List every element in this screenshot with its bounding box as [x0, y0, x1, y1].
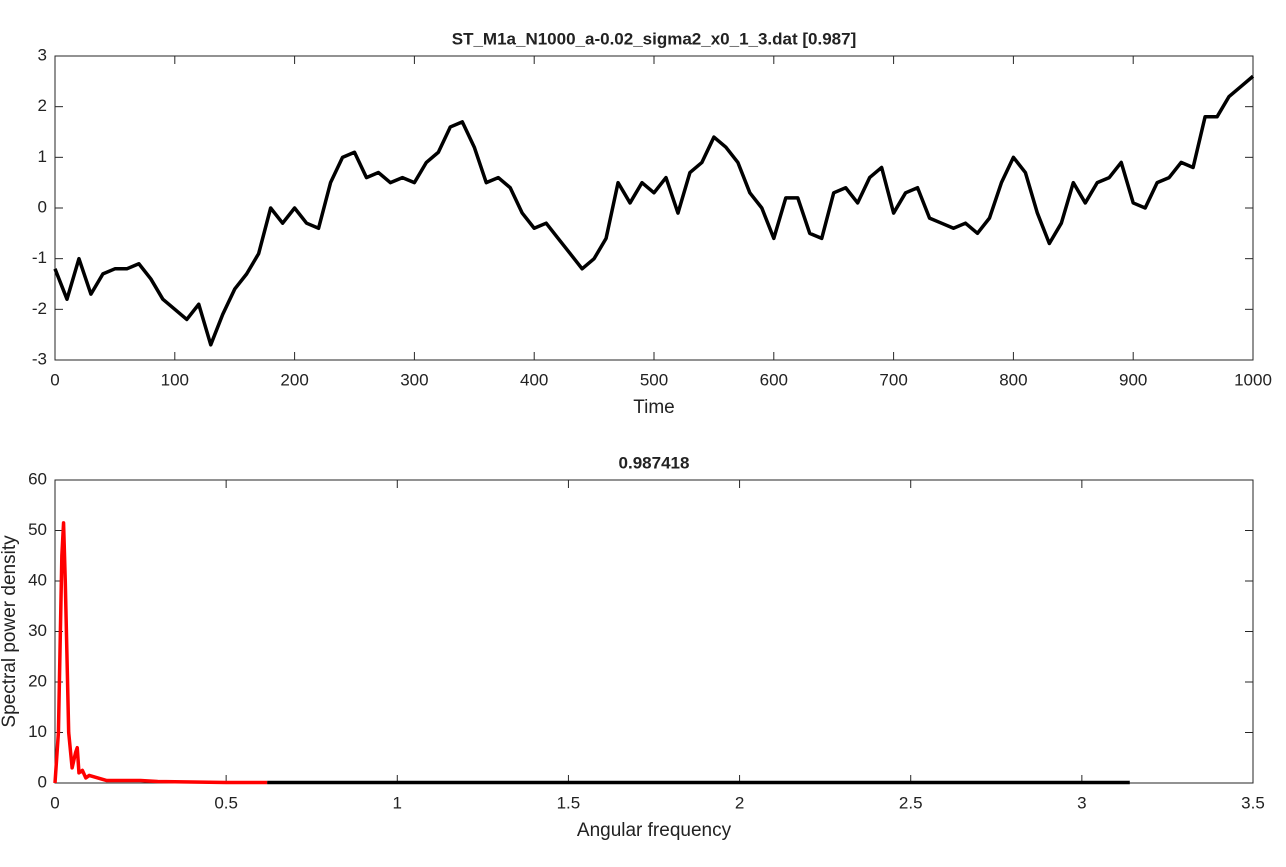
x-tick-label: 300 [400, 370, 428, 389]
y-tick-label: 2 [38, 96, 47, 115]
chart-title: ST_M1a_N1000_a-0.02_sigma2_x0_1_3.dat [0… [452, 29, 857, 48]
x-tick-label: 0 [50, 370, 59, 389]
y-tick-label: -2 [32, 299, 47, 318]
y-tick-label: 0 [38, 197, 47, 216]
y-tick-label: 1 [38, 147, 47, 166]
data-line [53, 74, 1255, 347]
chart-title: 0.987418 [619, 453, 690, 472]
x-tick-label: 500 [640, 370, 668, 389]
y-tick-label: 0 [38, 772, 47, 791]
x-tick-label: 0.5 [214, 793, 238, 812]
data-line [53, 521, 268, 785]
y-tick-label: 40 [28, 570, 47, 589]
x-tick-label: 600 [760, 370, 788, 389]
y-axis-label: Spectral power density [0, 535, 20, 728]
x-tick-label: 800 [999, 370, 1027, 389]
x-tick-label: 200 [280, 370, 308, 389]
x-tick-label: 400 [520, 370, 548, 389]
x-tick-label: 2 [735, 793, 744, 812]
x-tick-label: 700 [879, 370, 907, 389]
y-tick-label: -3 [32, 349, 47, 368]
y-tick-label: -1 [32, 248, 47, 267]
x-axis-label: Angular frequency [577, 820, 732, 841]
x-tick-label: 1 [393, 793, 402, 812]
axes-box [54, 55, 1254, 361]
axes-box [54, 479, 1254, 784]
y-tick-label: 10 [28, 722, 47, 741]
x-tick-label: 1000 [1234, 370, 1272, 389]
y-tick-label: 50 [28, 520, 47, 539]
y-tick-label: 3 [38, 45, 47, 64]
x-tick-label: 0 [50, 793, 59, 812]
x-tick-label: 2.5 [899, 793, 923, 812]
x-axis-label: Time [633, 397, 675, 418]
x-tick-label: 900 [1119, 370, 1147, 389]
y-tick-label: 30 [28, 621, 47, 640]
x-tick-label: 1.5 [557, 793, 581, 812]
x-tick-label: 3 [1077, 793, 1086, 812]
y-tick-label: 20 [28, 671, 47, 690]
x-tick-label: 100 [161, 370, 189, 389]
x-tick-label: 3.5 [1241, 793, 1265, 812]
y-tick-label: 60 [28, 469, 47, 488]
